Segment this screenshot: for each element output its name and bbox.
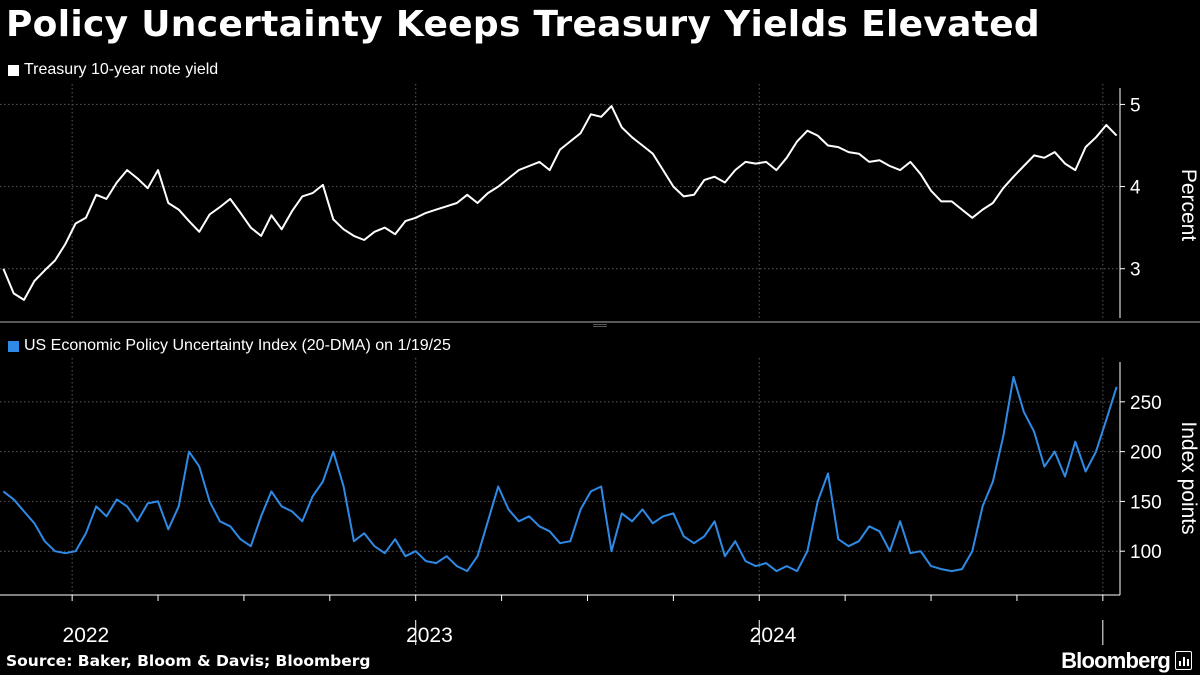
yield-legend: Treasury 10-year note yield — [8, 61, 218, 79]
epu-legend-swatch — [8, 340, 19, 352]
epu-y-tick-label: 200 — [1130, 443, 1162, 464]
epu-y-tick-label: 150 — [1130, 492, 1162, 513]
epu-y-ticks: 100 150 200 250 — [1120, 393, 1162, 563]
epu-legend-label: US Economic Policy Uncertainty Index (20… — [24, 337, 451, 354]
epu-series-line — [2, 375, 1118, 573]
yield-y-tick-label: 3 — [1130, 260, 1141, 281]
yield-legend-label: Treasury 10-year note yield — [24, 61, 219, 78]
bloomberg-chart-icon — [1175, 651, 1192, 670]
yield-y-ticks: 3 4 5 — [1120, 95, 1141, 281]
yield-y-tick-label: 5 — [1130, 95, 1141, 116]
yield-gridlines — [0, 84, 1120, 318]
chart-title: Policy Uncertainty Keeps Treasury Yields… — [6, 4, 1040, 45]
yield-y-axis-label: Percent — [1177, 169, 1200, 242]
x-tick-label-2023: 2023 — [406, 624, 453, 647]
epu-y-tick-label: 100 — [1130, 542, 1162, 563]
yield-y-tick-label: 4 — [1130, 178, 1141, 199]
yield-series-line — [2, 105, 1118, 301]
x-axis-ticks: 2022 2023 2024 — [63, 595, 1104, 647]
source-note: Source: Baker, Bloom & Davis; Bloomberg — [6, 652, 371, 670]
x-tick-label-2024: 2024 — [750, 624, 797, 647]
epu-gridlines — [0, 358, 1120, 595]
epu-y-tick-label: 250 — [1130, 393, 1162, 414]
epu-legend: US Economic Policy Uncertainty Index (20… — [8, 337, 451, 355]
yield-legend-swatch — [8, 64, 19, 76]
bloomberg-logo: Bloomberg — [1061, 648, 1171, 673]
x-tick-label-2022: 2022 — [63, 624, 110, 647]
epu-y-axis-label: Index points — [1177, 421, 1200, 534]
